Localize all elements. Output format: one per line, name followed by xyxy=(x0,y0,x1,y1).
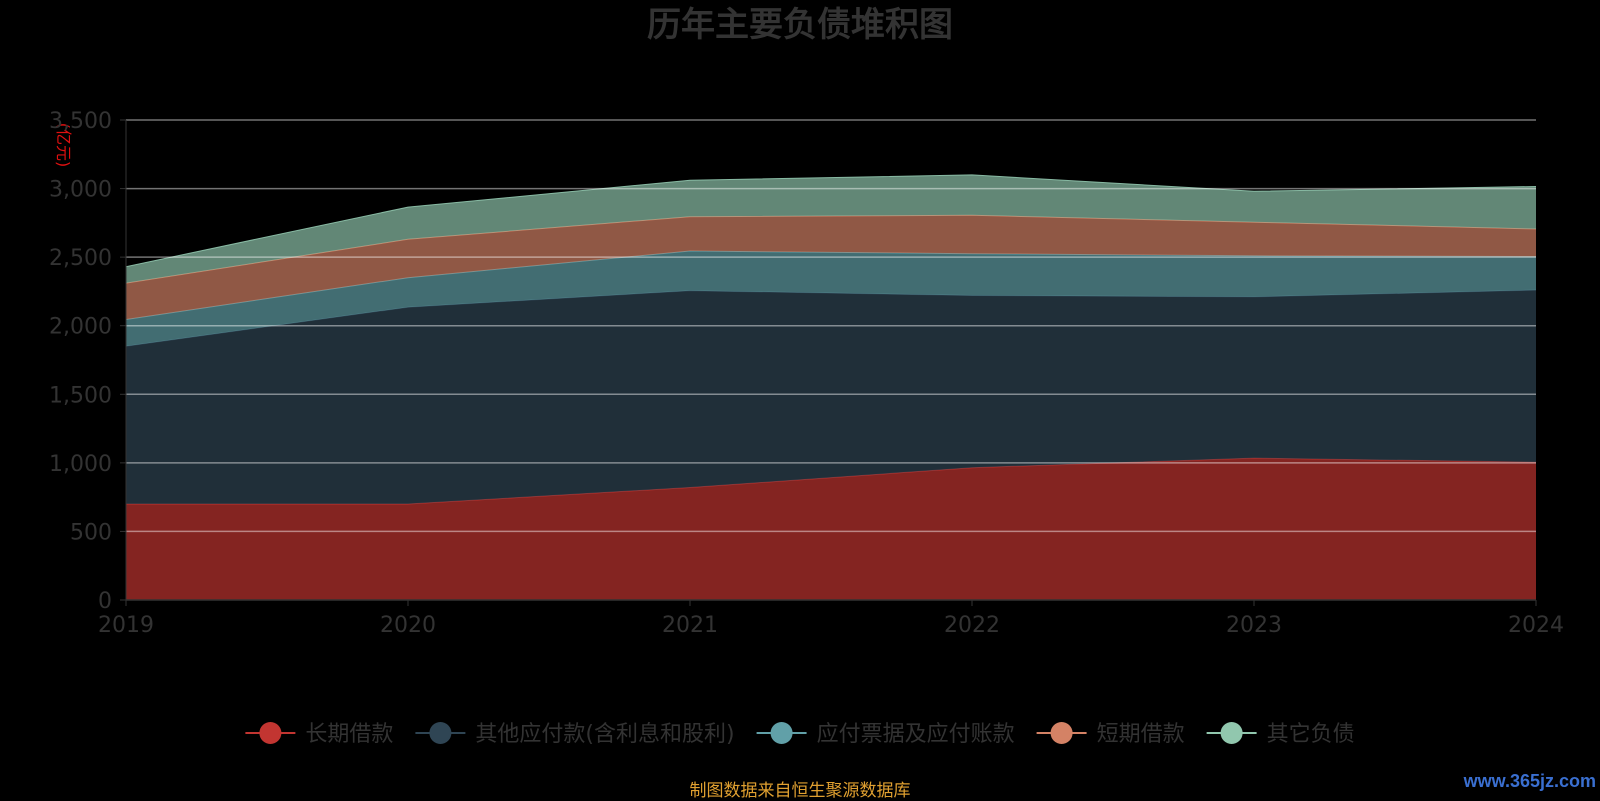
y-axis-unit-label: (亿元) xyxy=(54,123,73,168)
y-tick-label: 2,500 xyxy=(49,246,112,271)
area-series-0 xyxy=(126,458,1536,600)
x-tick-label: 2024 xyxy=(1508,613,1564,638)
x-tick-label: 2022 xyxy=(944,613,1000,638)
grid-layer xyxy=(126,119,1536,533)
watermark: www.365jz.com xyxy=(1463,771,1596,791)
legend-label: 其它负债 xyxy=(1267,722,1355,747)
area-series-3 xyxy=(126,215,1536,320)
data-source-note: 制图数据来自恒生聚源数据库 xyxy=(689,781,911,801)
legend-item-0[interactable]: 长期借款 xyxy=(245,722,393,747)
legend-label: 短期借款 xyxy=(1097,722,1185,747)
y-tick-label: 1,000 xyxy=(49,452,112,477)
chart-title: 历年主要负债堆积图 xyxy=(647,5,953,45)
y-tick-label: 3,000 xyxy=(49,178,112,203)
legend-item-3[interactable]: 短期借款 xyxy=(1036,722,1185,747)
legend-label: 其他应付款(含利息和股利) xyxy=(475,722,734,747)
x-tick-label: 2019 xyxy=(98,613,154,638)
areas-layer xyxy=(125,174,1537,600)
legend-marker-icon xyxy=(1050,722,1073,744)
area-series-4 xyxy=(126,174,1536,284)
y-tick-label: 2,000 xyxy=(49,315,112,340)
legend-item-1[interactable]: 其他应付款(含利息和股利) xyxy=(415,722,735,747)
legend[interactable]: 长期借款 其他应付款(含利息和股利) 应付票据及应付账款 短期借款 其它负债 xyxy=(245,722,1355,747)
area-series-1 xyxy=(126,290,1536,504)
y-tick-label: 0 xyxy=(98,589,112,614)
area-series-2 xyxy=(126,251,1536,347)
legend-marker-icon xyxy=(259,722,282,744)
legend-marker-icon xyxy=(1220,722,1243,744)
x-tick-label: 2023 xyxy=(1226,613,1282,638)
legend-label: 应付票据及应付账款 xyxy=(817,722,1015,747)
legend-label: 长期借款 xyxy=(305,722,393,747)
legend-marker-icon xyxy=(429,722,452,744)
x-tick-label: 2020 xyxy=(380,613,436,638)
x-tick-label: 2021 xyxy=(662,613,718,638)
legend-item-4[interactable]: 其它负债 xyxy=(1206,722,1355,747)
y-tick-label: 3,500 xyxy=(49,109,112,134)
y-tick-label: 1,500 xyxy=(49,383,112,408)
y-tick-label: 500 xyxy=(70,520,112,545)
axis-layer: 0 500 1,000 1,500 2,000 2,500 3,000 3,500 2019 20… xyxy=(49,109,1564,638)
legend-item-2[interactable]: 应付票据及应付账款 xyxy=(756,722,1015,747)
area-series-line-4 xyxy=(125,174,1537,268)
legend-marker-icon xyxy=(770,722,793,744)
